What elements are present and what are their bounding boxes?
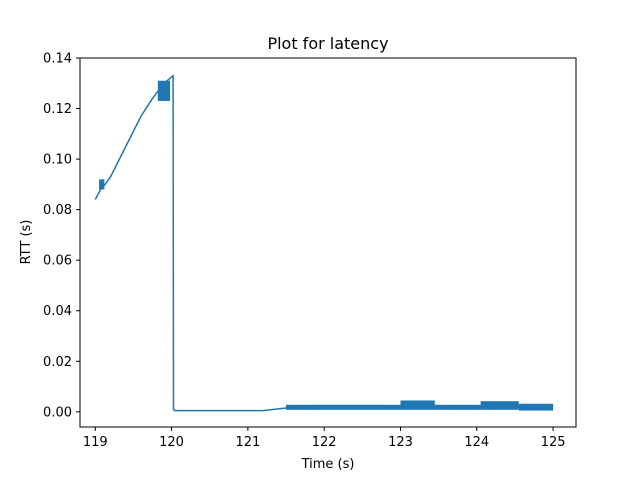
- y-tick-label: 0.02: [43, 355, 72, 370]
- series-line-0: [94, 74, 554, 412]
- y-tick-label: 0.08: [43, 203, 72, 218]
- series-band-5: [480, 401, 519, 410]
- series-lines: [94, 74, 554, 412]
- x-tick-label: 124: [464, 435, 489, 450]
- series-band-3: [400, 400, 435, 410]
- y-axis-ticks: 0.00 0.02 0.04 0.06 0.08 0.10 0.12 0.14: [43, 52, 80, 420]
- y-tick-label: 0.00: [43, 405, 72, 420]
- plot-frame: [79, 57, 577, 428]
- series-band-0: [99, 179, 105, 190]
- x-tick-label: 125: [541, 435, 566, 450]
- x-tick-label: 122: [312, 435, 337, 450]
- series-band-1: [157, 80, 171, 101]
- x-axis-ticks: 119 120 121 122 123 124 125: [83, 427, 566, 450]
- chart-title: Plot for latency: [267, 34, 388, 53]
- y-tick-label: 0.10: [43, 153, 72, 168]
- x-axis-label: Time (s): [301, 457, 355, 472]
- x-tick-label: 120: [159, 435, 184, 450]
- x-tick-label: 121: [235, 435, 260, 450]
- series-bands: [99, 80, 554, 411]
- y-axis-label: RTT (s): [19, 220, 34, 265]
- y-tick-label: 0.06: [43, 254, 72, 269]
- y-tick-label: 0.14: [43, 52, 72, 67]
- plot-area: [94, 74, 554, 412]
- x-tick-label: 119: [83, 435, 108, 450]
- y-tick-label: 0.04: [43, 304, 72, 319]
- y-tick-label: 0.12: [43, 102, 72, 117]
- x-tick-label: 123: [388, 435, 413, 450]
